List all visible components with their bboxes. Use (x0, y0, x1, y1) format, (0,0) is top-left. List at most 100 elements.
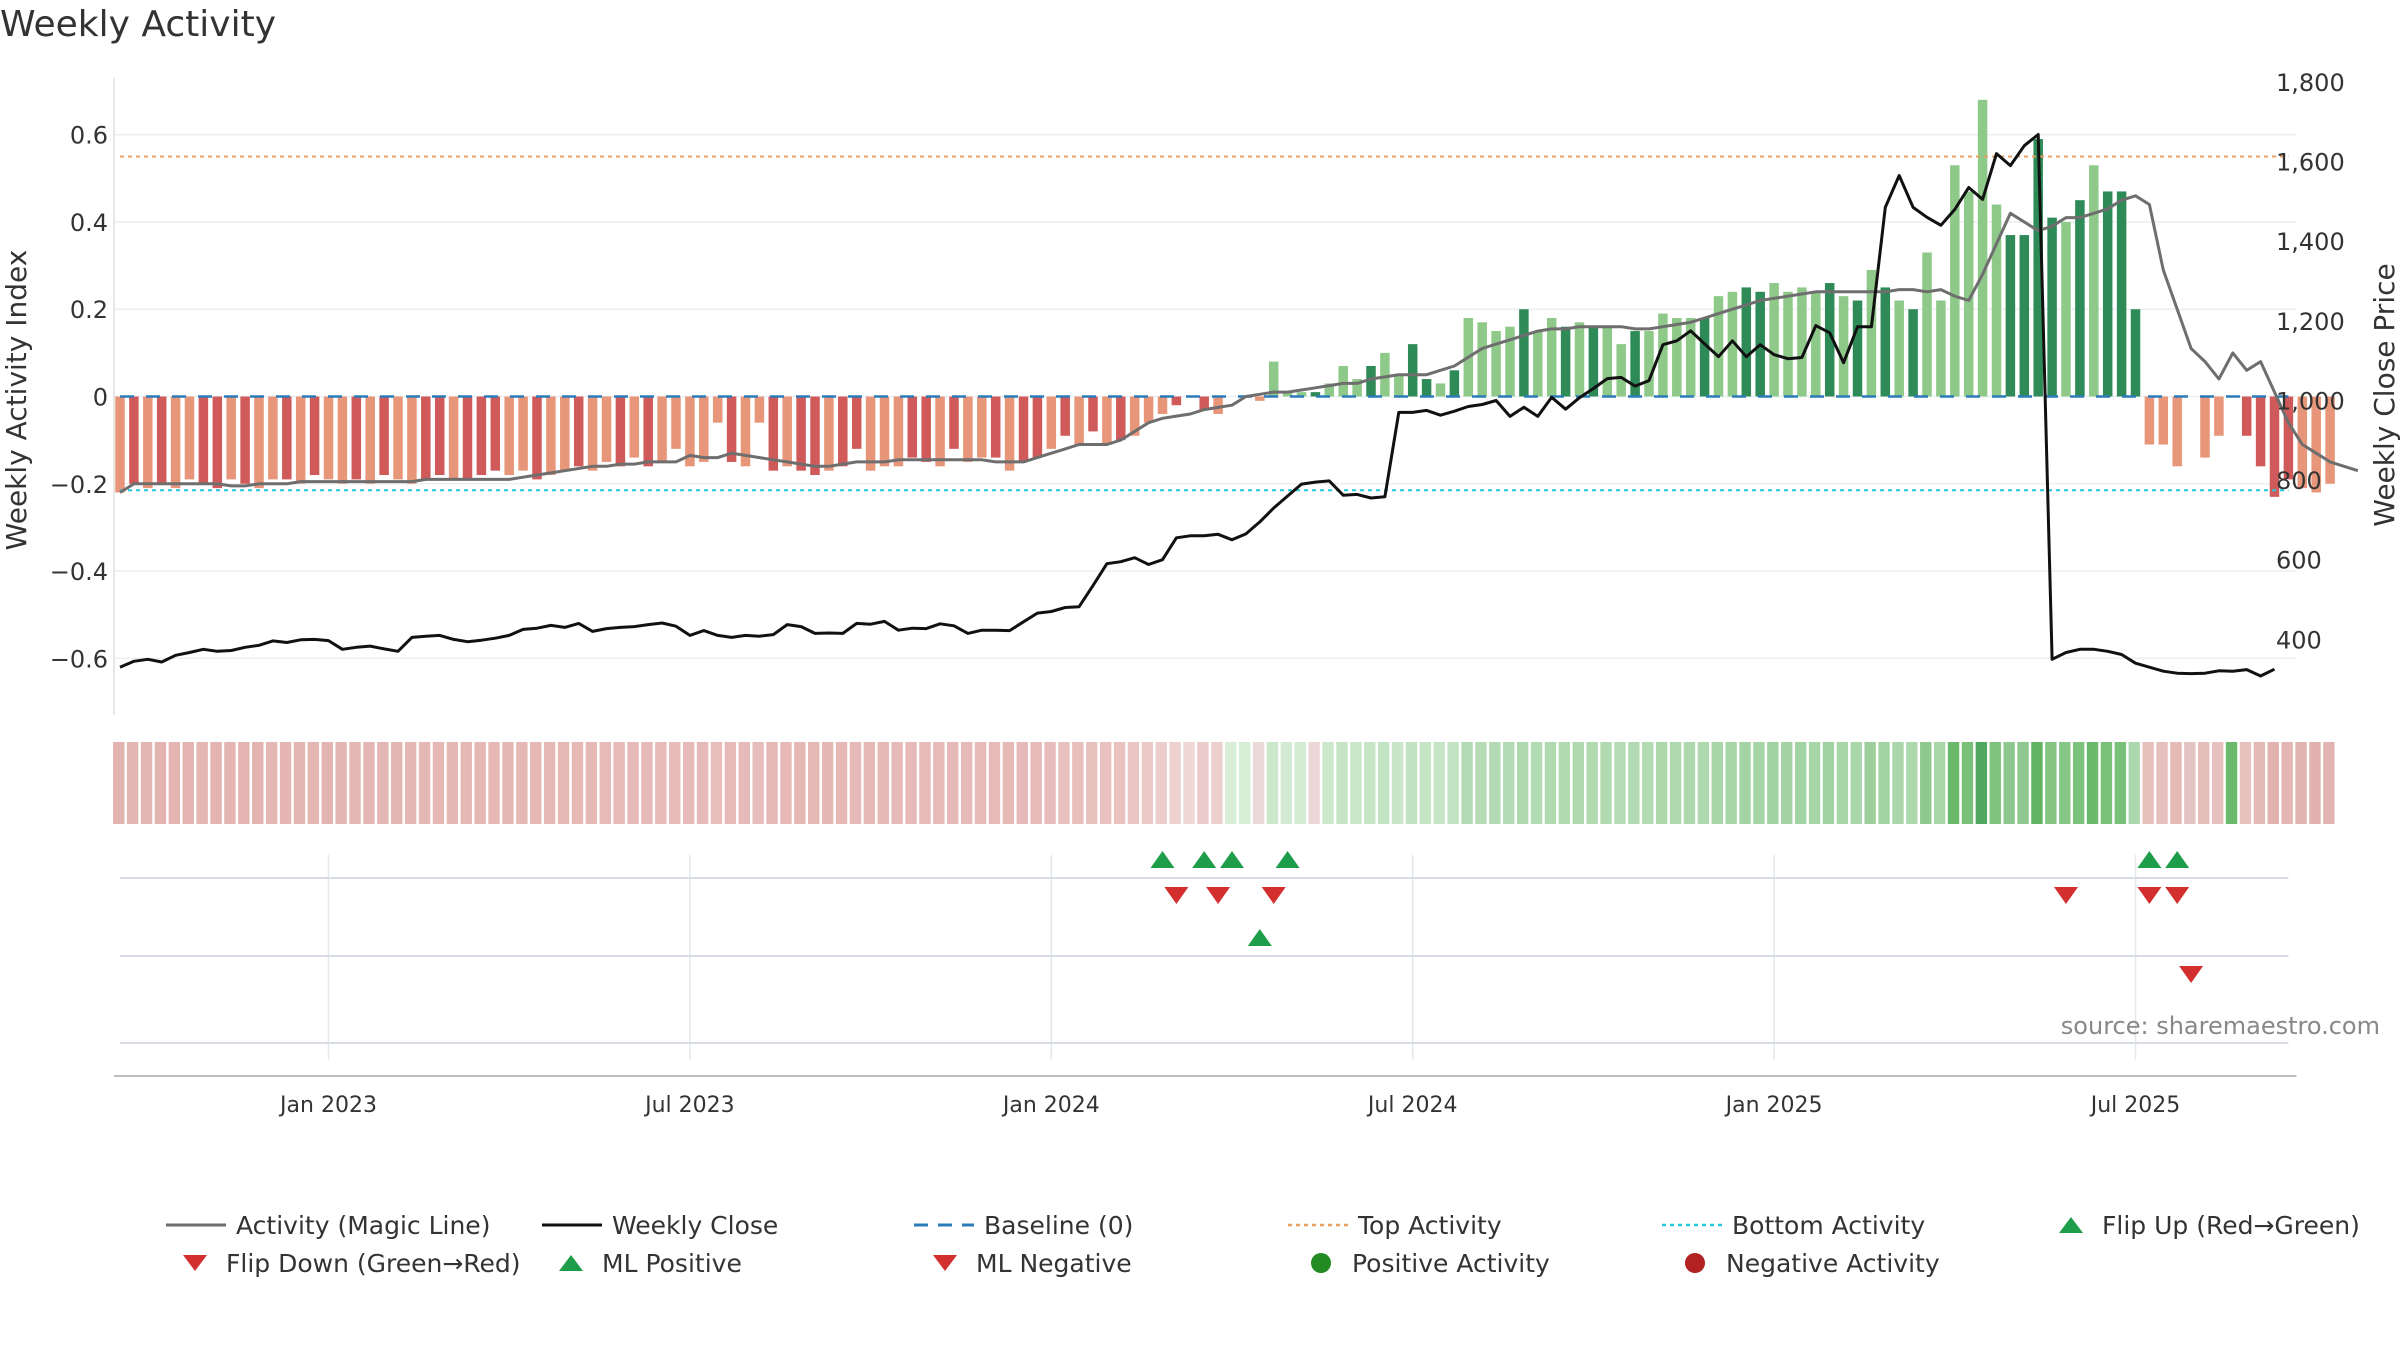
activity-bar (2241, 396, 2252, 436)
activity-bar (768, 396, 779, 471)
strip-cell (2253, 742, 2266, 824)
strip-cell (404, 742, 417, 824)
activity-bar (2200, 396, 2210, 458)
activity-bar (2158, 396, 2169, 445)
strip-cell (1461, 742, 1473, 824)
strip-cell (1878, 742, 1890, 824)
legend-item-top-activity[interactable]: Top Activity (1288, 1208, 1502, 1242)
triangle-down-icon (183, 1255, 207, 1271)
activity-bar (2269, 396, 2280, 497)
activity-bar (1352, 379, 1362, 397)
x-tick-label: Jan 2023 (278, 1093, 377, 1118)
strip-cell (933, 742, 945, 824)
strip-cell (1739, 742, 1751, 824)
activity-bar (2019, 235, 2030, 397)
dashed-line-swatch-icon (914, 1223, 974, 1227)
strip-cell (2156, 742, 2168, 824)
activity-bar (1449, 370, 1460, 397)
strip-cell (196, 742, 208, 824)
legend-item-ml-positive[interactable]: ML Positive (556, 1246, 742, 1280)
strip-cell (1016, 742, 1028, 824)
activity-bar (1282, 392, 1293, 397)
activity-bar (879, 396, 890, 467)
x-tick-label: Jul 2023 (643, 1093, 735, 1118)
strip-cell (891, 742, 903, 824)
strip-cell (1711, 742, 1723, 824)
strip-cell (2323, 742, 2335, 824)
line-swatch-icon (542, 1223, 602, 1227)
activity-bar (1672, 317, 1682, 397)
strip-cell (2045, 742, 2057, 824)
strip-cell (2281, 742, 2293, 824)
y-tick-label: −0.6 (50, 645, 108, 673)
activity-bar (379, 396, 389, 476)
strip-cell (2114, 742, 2127, 824)
activity-bar (1366, 365, 1376, 397)
strip-cell (182, 742, 194, 824)
activity-bar (754, 396, 765, 423)
activity-bar (1630, 331, 1640, 397)
strip-cell (1808, 742, 1821, 824)
legend-item-weekly-close[interactable]: Weekly Close (542, 1208, 778, 1242)
legend-label: Flip Down (Green→Red) (226, 1248, 521, 1278)
strip-cell (1336, 742, 1348, 824)
activity-bar (1421, 379, 1432, 397)
legend-item-negative-activity[interactable]: Negative Activity (1680, 1246, 1940, 1280)
activity-bar (1741, 287, 1752, 397)
strip-cell (2170, 742, 2182, 824)
x-tick-label: Jul 2025 (2089, 1093, 2181, 1118)
strip-cell (1892, 742, 1904, 824)
flip-up-marker (1275, 851, 1300, 868)
activity-bar (1213, 396, 1223, 414)
activity-bar (573, 396, 584, 467)
strip-cell (1933, 742, 1946, 824)
strip-cell (1322, 742, 1334, 824)
strip-cell (307, 742, 320, 824)
activity-bar (601, 396, 612, 462)
strip-cell (682, 742, 695, 824)
legend-item-flip-down[interactable]: Flip Down (Green→Red) (180, 1246, 521, 1280)
legend-item-magic-line[interactable]: Activity (Magic Line) (166, 1208, 490, 1242)
activity-bar (143, 396, 153, 489)
legend-item-ml-negative[interactable]: ML Negative (930, 1246, 1132, 1280)
flip-down-marker (2137, 887, 2162, 904)
strip-cell (1044, 742, 1056, 824)
strip-cell (2031, 742, 2043, 824)
activity-bar (838, 396, 848, 467)
strip-cell (988, 742, 1001, 824)
strip-cell (1906, 742, 1918, 824)
legend-item-baseline[interactable]: Baseline (0) (914, 1208, 1133, 1242)
dotted-line-swatch-icon (1662, 1223, 1722, 1227)
strip-cell (126, 742, 139, 824)
activity-bar (1560, 326, 1571, 397)
activity-bar (2130, 309, 2141, 397)
strip-cell (1794, 742, 1807, 824)
activity-bar (1616, 344, 1626, 397)
strip-cell (154, 742, 167, 824)
strip-cell (1113, 742, 1126, 824)
legend-item-bottom-activity[interactable]: Bottom Activity (1662, 1208, 1925, 1242)
legend-item-flip-up[interactable]: Flip Up (Red→Green) (2056, 1208, 2360, 1242)
strip-cell (1058, 742, 1070, 824)
activity-bar (1268, 361, 1279, 397)
circle-icon (1311, 1253, 1331, 1273)
activity-bar (240, 396, 250, 484)
legend-item-positive-activity[interactable]: Positive Activity (1306, 1246, 1550, 1280)
strip-cell (960, 742, 973, 824)
strip-cell (863, 742, 876, 824)
strip-cell (293, 742, 306, 824)
strip-cell (349, 742, 361, 824)
strip-cell (766, 742, 778, 824)
activity-bar (115, 396, 125, 493)
activity-bar (434, 396, 445, 476)
activity-bar (810, 396, 820, 476)
activity-bar (1102, 396, 1112, 445)
y2-tick-label: 1,800 (2276, 69, 2345, 97)
activity-bar (1838, 296, 1849, 397)
strip-cell (1572, 742, 1584, 824)
activity-bar (323, 396, 334, 480)
activity-bar (2311, 396, 2321, 493)
activity-bar (935, 396, 945, 467)
strip-cell (1975, 742, 1988, 824)
line-swatch-icon (166, 1223, 226, 1227)
